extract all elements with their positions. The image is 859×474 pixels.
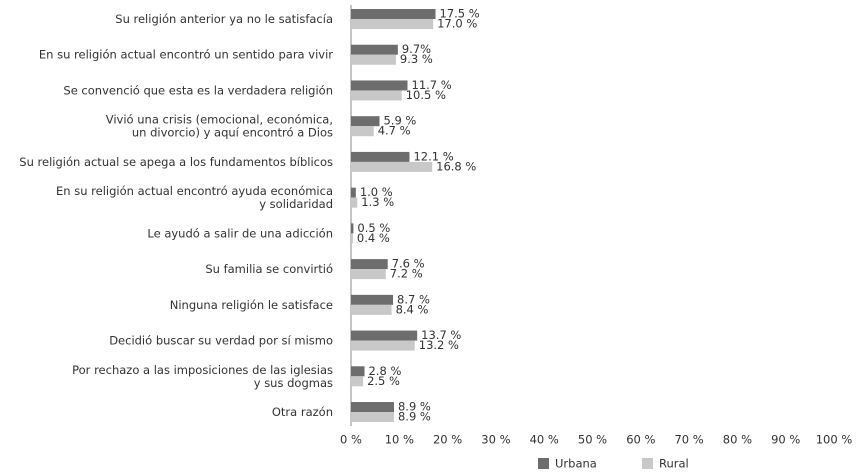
bar [351,259,388,270]
bar [351,366,365,377]
value-label: 13.2 % [419,338,459,352]
category-line: Su familia se convirtió [205,262,333,276]
x-tick-label: 20 % [433,433,462,447]
category-line: Su religión actual se apega a los fundam… [19,154,333,168]
bar [351,294,394,305]
bar [351,151,410,162]
value-label: 1.3 % [361,195,394,209]
value-label: 17.5 % [440,7,480,21]
bar [351,9,436,19]
bar [351,340,415,351]
category-label: Su religión actual se apega a los fundam… [19,154,333,168]
category-label: Otra razón [272,405,333,419]
value-label: 0.5 % [357,221,390,235]
bar [351,161,433,172]
value-label: 5.9 % [383,114,416,128]
bar [351,233,353,244]
bar [351,304,392,315]
bar [351,116,380,127]
value-label: 9.7% [402,42,431,56]
x-tick-label: 100 % [816,433,853,447]
value-label: 8.7 % [397,292,430,306]
x-tick-label: 70 % [674,433,703,447]
legend-swatch [538,458,549,469]
value-label: 8.9 % [398,400,431,414]
bar [351,402,394,413]
value-label: 12.1 % [413,149,453,163]
bar [351,90,402,101]
bar [351,54,396,65]
value-label: 8.4 % [396,302,429,316]
category-label: Ninguna religión le satisface [170,297,333,311]
category-line: Su religión anterior ya no le satisfacía [115,12,333,26]
bar [351,330,418,341]
category-label: Su familia se convirtió [205,262,333,276]
bar [351,80,408,91]
value-label: 4.7 % [378,124,411,138]
category-label: Vivió una crisis (emocional, económica, u… [106,112,333,139]
x-tick-label: 90 % [771,433,800,447]
bar [351,376,364,387]
category-label: Se convenció que esta es la verdadera re… [63,83,333,97]
category-label: Por rechazo a las imposiciones de las ig… [72,362,333,389]
category-label: Decidió buscar su verdad por sí mismo [109,333,333,347]
value-label: 2.5 % [367,374,400,388]
value-label: 17.0 % [437,17,477,31]
value-label: 2.8 % [369,364,402,378]
value-label: 10.5 % [406,88,446,102]
value-label: 0.4 % [357,231,390,245]
x-tick-label: 50 % [578,433,607,447]
value-label: 9.3 % [400,52,433,66]
value-label: 7.6 % [392,257,425,271]
legend-label: Rural [659,457,689,471]
x-tick-label: 40 % [530,433,559,447]
legend-swatch [642,458,653,469]
category-line: y sus dogmas [254,375,333,389]
category-label: Su religión anterior ya no le satisfacía [115,12,333,26]
legend-label: Urbana [555,457,597,471]
category-line: En su religión actual encontró un sentid… [39,47,333,61]
category-line: Otra razón [272,405,333,419]
x-tick-label: 30 % [481,433,510,447]
bar [351,187,356,198]
category-line: y solidaridad [259,197,333,211]
category-line: Le ayudó a salir de una adicción [147,226,333,240]
category-label: En su religión actual encontró un sentid… [39,47,333,61]
bar [351,19,434,29]
value-label: 1.0 % [360,185,393,199]
bar [351,223,354,234]
bar [351,44,398,55]
category-line: Ninguna religión le satisface [170,297,333,311]
x-tick-label: 0 % [340,433,362,447]
category-line: Vivió una crisis (emocional, económica, [106,112,333,126]
bar [351,126,374,137]
bar [351,197,358,208]
value-label: 7.2 % [390,267,423,281]
category-line: Se convenció que esta es la verdadera re… [63,83,333,97]
x-tick-label: 10 % [385,433,414,447]
value-label: 16.8 % [436,159,476,173]
category-line: un divorcio) y aquí encontró a Dios [132,125,333,139]
bar [351,412,394,423]
x-tick-label: 80 % [723,433,752,447]
value-label: 11.7 % [412,78,452,92]
value-label: 8.9 % [398,410,431,424]
category-line: En su religión actual encontró ayuda eco… [56,184,333,198]
bar [351,269,386,280]
x-tick-label: 60 % [626,433,655,447]
category-line: Por rechazo a las imposiciones de las ig… [72,362,333,376]
category-line: Decidió buscar su verdad por sí mismo [109,333,333,347]
category-label: Le ayudó a salir de una adicción [147,226,333,240]
category-label: En su religión actual encontró ayuda eco… [56,184,333,211]
value-label: 13.7 % [421,328,461,342]
